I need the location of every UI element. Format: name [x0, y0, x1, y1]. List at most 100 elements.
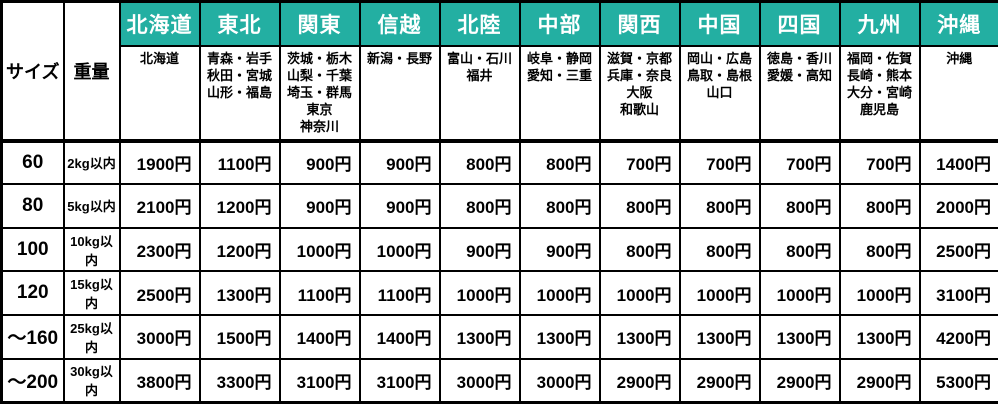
price-cell: 900円 — [278, 183, 361, 229]
table-body: 60 2kg以内 1900円 1100円 900円 900円 800円 800円 700円 700… — [0, 138, 998, 404]
prefecture-cell-7: 滋賀・京都 兵庫・奈良 大阪 和歌山 — [598, 44, 681, 142]
size-cell: 60 — [0, 138, 65, 186]
price-cell: 900円 — [518, 226, 601, 273]
fee-row-～160: ～160 25kg以内 3000円 1500円 1400円 1400円 1300円 1300円… — [0, 314, 998, 360]
region-header-7: 関西 — [598, 0, 681, 47]
price-cell: 1200円 — [198, 183, 281, 229]
price-cell: 800円 — [758, 226, 841, 273]
price-cell: 3300円 — [198, 357, 281, 404]
prefecture-cell-10: 福岡・佐賀 長崎・熊本 大分・宮崎 鹿児島 — [838, 44, 921, 142]
weight-cell: 5kg以内 — [62, 183, 121, 229]
weight-cell: 25kg以内 — [62, 314, 121, 360]
price-cell: 800円 — [518, 183, 601, 229]
price-cell: 2000円 — [918, 183, 998, 229]
price-cell: 2500円 — [118, 270, 201, 317]
size-column-header: サイズ — [0, 0, 65, 142]
price-cell: 1000円 — [758, 270, 841, 317]
prefecture-cell-9: 徳島・香川 愛媛・高知 — [758, 44, 841, 142]
price-cell: 2100円 — [118, 183, 201, 229]
prefecture-cell-1: 北海道 — [118, 44, 201, 142]
prefecture-cell-5: 富山・石川 福井 — [438, 44, 521, 142]
fee-row-120: 120 15kg以内 2500円 1300円 1100円 1100円 1000円 1000円 1… — [0, 270, 998, 317]
region-header-row: サイズ 重量 北海道 東北 関東 信越 北陸 中部 関西 中国 四国 九州 沖縄 — [0, 0, 998, 142]
fee-row-～200: ～200 30kg以内 3800円 3300円 3100円 3100円 3000円 3000円… — [0, 357, 998, 404]
prefecture-cell-8: 岡山・広島 鳥取・島根 山口 — [678, 44, 761, 142]
price-cell: 1000円 — [678, 270, 761, 317]
price-cell: 1400円 — [358, 314, 441, 360]
table-header: サイズ 重量 北海道 東北 関東 信越 北陸 中部 関西 中国 四国 九州 沖縄 北海道 青森・岩手 … — [0, 0, 998, 142]
price-cell: 1000円 — [518, 270, 601, 317]
price-cell: 1200円 — [198, 226, 281, 273]
price-cell: 1300円 — [758, 314, 841, 360]
size-cell: ～200 — [0, 357, 65, 404]
price-cell: 800円 — [678, 183, 761, 229]
price-cell: 2900円 — [598, 357, 681, 404]
price-cell: 800円 — [518, 138, 601, 186]
price-cell: 700円 — [598, 138, 681, 186]
price-cell: 3800円 — [118, 357, 201, 404]
price-cell: 900円 — [358, 138, 441, 186]
price-cell: 1300円 — [518, 314, 601, 360]
price-cell: 2900円 — [758, 357, 841, 404]
price-cell: 1900円 — [118, 138, 201, 186]
price-cell: 900円 — [438, 226, 521, 273]
price-cell: 1300円 — [438, 314, 521, 360]
price-cell: 4200円 — [918, 314, 998, 360]
price-cell: 1400円 — [278, 314, 361, 360]
price-cell: 800円 — [758, 183, 841, 229]
price-cell: 2500円 — [918, 226, 998, 273]
price-cell: 1300円 — [198, 270, 281, 317]
region-header-1: 北海道 — [118, 0, 201, 47]
price-cell: 1300円 — [838, 314, 921, 360]
price-cell: 5300円 — [918, 357, 998, 404]
price-cell: 1300円 — [598, 314, 681, 360]
price-cell: 1100円 — [358, 270, 441, 317]
price-cell: 800円 — [598, 183, 681, 229]
price-cell: 700円 — [758, 138, 841, 186]
prefecture-cell-6: 岐阜・静岡 愛知・三重 — [518, 44, 601, 142]
price-cell: 800円 — [438, 183, 521, 229]
price-cell: 1000円 — [358, 226, 441, 273]
price-cell: 1000円 — [598, 270, 681, 317]
region-header-2: 東北 — [198, 0, 281, 47]
region-header-4: 信越 — [358, 0, 441, 47]
price-cell: 1500円 — [198, 314, 281, 360]
price-cell: 3100円 — [358, 357, 441, 404]
price-cell: 3000円 — [438, 357, 521, 404]
region-header-8: 中国 — [678, 0, 761, 47]
price-cell: 1000円 — [838, 270, 921, 317]
price-cell: 800円 — [838, 183, 921, 229]
price-cell: 1100円 — [198, 138, 281, 186]
fee-row-80: 80 5kg以内 2100円 1200円 900円 900円 800円 800円 800円 800… — [0, 183, 998, 229]
price-cell: 1000円 — [278, 226, 361, 273]
region-header-6: 中部 — [518, 0, 601, 47]
price-cell: 3100円 — [278, 357, 361, 404]
price-cell: 900円 — [358, 183, 441, 229]
weight-column-header: 重量 — [62, 0, 121, 142]
prefecture-cell-3: 茨城・栃木 山梨・千葉 埼玉・群馬 東京 神奈川 — [278, 44, 361, 142]
price-cell: 800円 — [438, 138, 521, 186]
price-cell: 800円 — [838, 226, 921, 273]
region-header-5: 北陸 — [438, 0, 521, 47]
fee-row-100: 100 10kg以内 2300円 1200円 1000円 1000円 900円 900円 800… — [0, 226, 998, 273]
weight-cell: 30kg以内 — [62, 357, 121, 404]
weight-cell: 2kg以内 — [62, 138, 121, 186]
size-cell: 80 — [0, 183, 65, 229]
size-cell: 100 — [0, 226, 65, 273]
price-cell: 3000円 — [118, 314, 201, 360]
region-header-3: 関東 — [278, 0, 361, 47]
prefecture-cell-11: 沖縄 — [918, 44, 998, 142]
price-cell: 700円 — [678, 138, 761, 186]
price-cell: 800円 — [678, 226, 761, 273]
prefecture-cell-2: 青森・岩手 秋田・宮城 山形・福島 — [198, 44, 281, 142]
price-cell: 3000円 — [518, 357, 601, 404]
price-cell: 700円 — [838, 138, 921, 186]
price-cell: 2900円 — [678, 357, 761, 404]
region-header-9: 四国 — [758, 0, 841, 47]
price-cell: 900円 — [278, 138, 361, 186]
size-cell: 120 — [0, 270, 65, 317]
prefecture-header-row: 北海道 青森・岩手 秋田・宮城 山形・福島 茨城・栃木 山梨・千葉 埼玉・群馬 東京… — [2, 44, 998, 142]
price-cell: 800円 — [598, 226, 681, 273]
